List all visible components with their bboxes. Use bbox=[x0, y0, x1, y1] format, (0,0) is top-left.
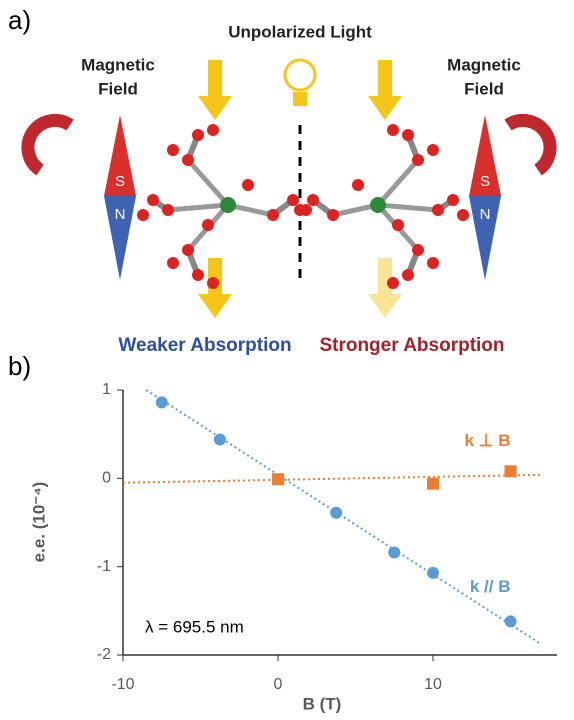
y-axis-title: e.e. (10⁻⁴) bbox=[29, 482, 48, 563]
compass-n bbox=[104, 196, 136, 280]
light-arrow bbox=[198, 60, 232, 120]
compass-s bbox=[469, 115, 501, 196]
x-tick-label: -10 bbox=[111, 676, 134, 693]
point bbox=[272, 473, 284, 486]
point bbox=[155, 396, 168, 409]
y-tick-label: 0 bbox=[102, 470, 111, 487]
compass-n bbox=[469, 196, 501, 280]
point bbox=[388, 546, 401, 559]
fit-line bbox=[122, 473, 542, 484]
point bbox=[330, 506, 343, 519]
magnet bbox=[21, 113, 74, 176]
fit-line bbox=[145, 389, 543, 646]
field-label: Magnetic bbox=[447, 55, 521, 74]
strong-label: Stronger Absorption bbox=[319, 335, 504, 356]
panel-label: a) bbox=[8, 5, 31, 35]
light-label: Unpolarized Light bbox=[228, 22, 372, 41]
x-tick-label: 10 bbox=[424, 676, 442, 693]
field-label: Field bbox=[98, 79, 138, 98]
y-tick-label: -1 bbox=[97, 558, 111, 575]
pole-label: N bbox=[115, 206, 126, 223]
molecule bbox=[137, 124, 312, 289]
pole-label: S bbox=[480, 173, 490, 190]
y-tick-label: 1 bbox=[102, 381, 111, 398]
point bbox=[504, 615, 517, 628]
bulb bbox=[283, 58, 317, 92]
weak-label: Weaker Absorption bbox=[118, 335, 291, 356]
pole-label: S bbox=[115, 173, 125, 190]
compass-s bbox=[104, 115, 136, 196]
point bbox=[213, 433, 226, 446]
chart: B (T) e.e. (10⁻⁴) λ = 695.5 nm -2-101-10… bbox=[29, 381, 557, 713]
bulb-base bbox=[293, 92, 307, 106]
light-arrow bbox=[368, 258, 402, 318]
diagram bbox=[21, 58, 557, 318]
x-axis-title: B (T) bbox=[303, 694, 342, 713]
pole-label: N bbox=[480, 206, 491, 223]
annotation: λ = 695.5 nm bbox=[145, 617, 244, 636]
point bbox=[427, 566, 439, 579]
field-label: Magnetic bbox=[81, 55, 155, 74]
y-tick-label: -2 bbox=[97, 646, 111, 663]
point bbox=[427, 477, 439, 490]
magnet bbox=[504, 113, 557, 176]
point bbox=[504, 465, 517, 478]
field-label: Field bbox=[464, 79, 504, 98]
light-arrow bbox=[368, 60, 402, 120]
panel-label: b) bbox=[8, 351, 31, 381]
series-label: k // B bbox=[470, 577, 511, 596]
x-tick-label: 0 bbox=[274, 676, 283, 693]
series-label: k ⊥ B bbox=[465, 431, 511, 450]
